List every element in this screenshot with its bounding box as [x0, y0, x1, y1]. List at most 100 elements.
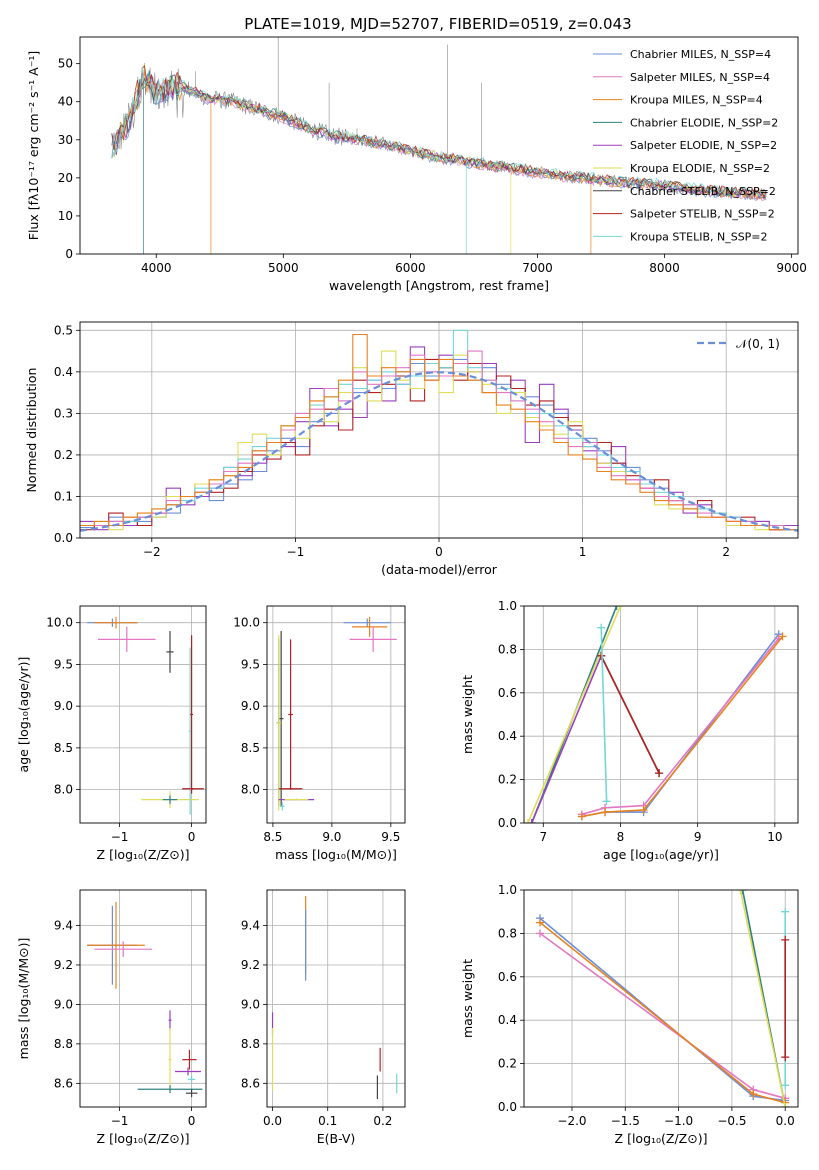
y-tick-label: 9.5 [54, 657, 73, 671]
weight-line-5 [739, 890, 786, 1107]
y-tick-label: 0.2 [498, 773, 517, 787]
y-tick-label: 0.0 [498, 816, 517, 830]
model-spectrum-0 [111, 69, 767, 201]
legend-entry: Salpeter ELODIE, N_SSP=2 [630, 139, 777, 152]
y-tick-label: 9.0 [54, 699, 73, 713]
figure-title: PLATE=1019, MJD=52707, FIBERID=0519, z=0… [244, 15, 631, 33]
model-spectrum-7 [111, 64, 767, 199]
weight-line-0 [581, 633, 780, 818]
weight-line-4 [530, 655, 602, 823]
axes-frame [266, 889, 406, 1108]
y-tick-label: 8.5 [54, 741, 73, 755]
y-tick-label: 0.8 [498, 642, 517, 656]
weight-marker [738, 890, 747, 894]
y-tick-label: 0.5 [54, 323, 73, 337]
x-tick-label: 8.5 [263, 830, 282, 844]
plot-area-age-vs-Z [87, 616, 204, 815]
y-tick-label: 8.6 [241, 1076, 260, 1090]
y-tick-label: 0 [65, 247, 73, 261]
y-axis-label: Flux [fλ10⁻¹⁷ erg cm⁻² s⁻¹ A⁻¹] [26, 51, 41, 240]
x-tick-label: 9.5 [381, 830, 400, 844]
x-axis-label: (data-model)/error [381, 562, 498, 577]
weight-marker [616, 606, 625, 610]
plot-area-residual-distribution [80, 329, 798, 532]
weight-marker [655, 769, 664, 778]
weight-marker [781, 1053, 790, 1062]
x-axis-label: age [log₁₀(age/yr)] [603, 847, 719, 862]
y-axis-label: mass weight [460, 959, 475, 1038]
y-tick-label: 9.4 [54, 919, 73, 933]
x-tick-label: 4000 [141, 261, 172, 275]
y-tick-label: 0.2 [54, 448, 73, 462]
weight-marker [577, 812, 586, 821]
axes-frame [79, 321, 799, 539]
plot-area-weight-vs-age [524, 606, 787, 823]
x-tick-label: −1.0 [664, 1114, 693, 1128]
y-tick-label: 1.0 [498, 599, 517, 613]
model-spectrum-4 [111, 72, 767, 200]
plot-area-mass-vs-Z [87, 901, 203, 1098]
y-tick-label: 0.0 [54, 531, 73, 545]
legend-entry: Chabrier MILES, N_SSP=4 [630, 48, 771, 61]
plot-area-mass-vs-EBV [271, 895, 398, 1100]
axes-frame [79, 605, 207, 824]
legend-entry: 𝒩(0, 1) [736, 337, 780, 351]
y-tick-label: 10 [58, 209, 73, 223]
x-tick-label: −1 [111, 1114, 129, 1128]
y-tick-label: 30 [58, 133, 73, 147]
y-tick-label: 0.2 [498, 1057, 517, 1071]
model-spectrum-8 [111, 67, 767, 254]
x-tick-label: −1.5 [611, 1114, 640, 1128]
x-tick-label: −2 [143, 545, 161, 559]
histogram-series-2 [80, 333, 798, 531]
legend-entry: Kroupa STELIB, N_SSP=2 [630, 230, 768, 243]
x-axis-label: E(B-V) [317, 1131, 356, 1146]
weight-marker [639, 805, 648, 814]
legend-entry: Kroupa ELODIE, N_SSP=2 [630, 162, 770, 175]
y-tick-label: 0.8 [498, 926, 517, 940]
weight-marker [781, 907, 790, 916]
x-tick-label: 2 [722, 545, 730, 559]
y-tick-label: 20 [58, 171, 73, 185]
x-tick-label: 0 [188, 1114, 196, 1128]
y-axis-label: mass [log₁₀(M/M⊙)] [16, 938, 31, 1060]
y-tick-label: 0.4 [498, 1013, 517, 1027]
x-axis-label: Z [log₁₀(Z/Z⊙)] [97, 847, 190, 862]
y-tick-label: 9.2 [54, 958, 73, 972]
weight-marker [535, 929, 544, 938]
legend-entry: Salpeter MILES, N_SSP=4 [630, 71, 770, 84]
legend-entry: Kroupa MILES, N_SSP=4 [630, 94, 763, 107]
y-tick-label: 8.5 [241, 741, 260, 755]
x-tick-label: −1 [111, 830, 129, 844]
legend: Chabrier MILES, N_SSP=4 Salpeter MILES, N… [593, 48, 778, 243]
weight-marker [602, 797, 611, 806]
y-tick-label: 8.6 [54, 1076, 73, 1090]
weight-marker [535, 918, 544, 927]
axes-frame [266, 605, 406, 824]
axes-frame [79, 889, 207, 1108]
plot-area-age-vs-mass [276, 616, 397, 811]
x-tick-label: 0.0 [263, 1114, 282, 1128]
y-tick-label: 9.2 [241, 958, 260, 972]
y-tick-label: 9.4 [241, 919, 260, 933]
weight-marker [597, 623, 606, 632]
panel-weight-vs-Z: −2.0 −1.5 −1.0 −0.5 0.0 0.0 0.2 0.4 0.6 0.8 1.0 Z [… [460, 883, 799, 1146]
weight-line-7 [600, 655, 660, 774]
y-tick-label: 0.6 [498, 686, 517, 700]
weight-line-1 [539, 932, 786, 1100]
y-tick-label: 1.0 [498, 883, 517, 897]
y-tick-label: 0.6 [498, 970, 517, 984]
x-tick-label: −0.5 [717, 1114, 746, 1128]
legend-entry: Chabrier STELIB, N_SSP=2 [630, 185, 776, 198]
y-axis-label: Normed distribution [24, 368, 39, 493]
x-axis-label: wavelength [Angstrom, rest frame] [329, 278, 549, 293]
y-tick-label: 9.0 [241, 997, 260, 1011]
plot-area-weight-vs-Z [535, 890, 790, 1107]
x-tick-label: 1 [579, 545, 587, 559]
y-tick-label: 0.4 [54, 365, 73, 379]
x-tick-label: 6000 [395, 261, 426, 275]
x-tick-label: −1 [287, 545, 305, 559]
x-axis-label: Z [log₁₀(Z/Z⊙)] [615, 1131, 708, 1146]
y-tick-label: 0.3 [54, 406, 73, 420]
